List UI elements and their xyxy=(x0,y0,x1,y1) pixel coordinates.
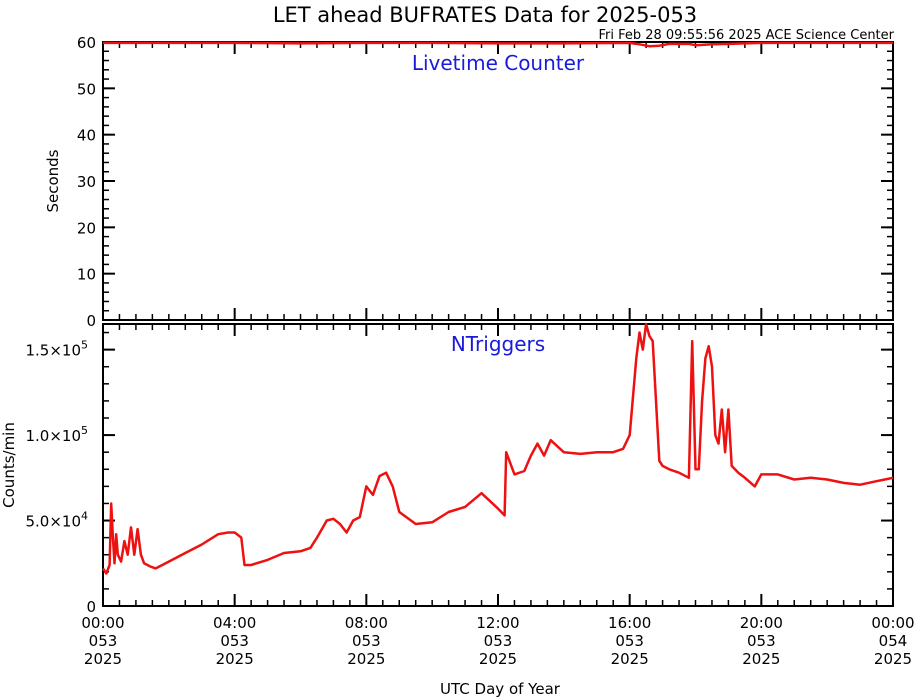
y-tick-label: 5.0×104 xyxy=(25,510,88,531)
ntriggers-series-line xyxy=(101,322,894,575)
livetime-panel: Seconds 0 10 20 30 40 50 60 Livetime Counter xyxy=(44,34,894,330)
x-tick-label-time: 08:00 xyxy=(345,614,388,632)
y-axis-label-counts: Counts/min xyxy=(0,422,18,508)
x-tick-label-doy: 053 xyxy=(220,632,249,650)
x-tick-label-doy: 053 xyxy=(747,632,776,650)
x-tick-label-time: 04:00 xyxy=(213,614,256,632)
x-tick-label-doy: 053 xyxy=(484,632,513,650)
x-tick-label-year: 2025 xyxy=(216,650,254,668)
y-tick-label: 1.5×105 xyxy=(25,339,88,360)
y-tick-label: 0 xyxy=(86,598,96,616)
plot-frame xyxy=(102,41,894,321)
y-tick-label: 50 xyxy=(77,80,96,98)
timestamp-label: Fri Feb 28 09:55:56 2025 ACE Science Cen… xyxy=(598,28,894,43)
y-tick-label: 1.0×105 xyxy=(25,424,88,445)
y-tick-label: 40 xyxy=(77,127,96,145)
y-axis-label-seconds: Seconds xyxy=(44,149,62,212)
plot-frame xyxy=(102,323,894,607)
y-tick-label: 10 xyxy=(77,266,96,284)
x-tick-label-time: 00:00 xyxy=(871,614,914,632)
x-tick-label-doy: 053 xyxy=(89,632,118,650)
livetime-counter-label: Livetime Counter xyxy=(412,51,585,75)
y-tick-label: 60 xyxy=(77,34,96,52)
ntriggers-label: NTriggers xyxy=(451,332,545,356)
chart-title: LET ahead BUFRATES Data for 2025-053 xyxy=(273,3,697,27)
x-tick-label-year: 2025 xyxy=(742,650,780,668)
x-tick-label-doy: 053 xyxy=(352,632,381,650)
x-tick-label-year: 2025 xyxy=(874,650,912,668)
x-tick-label-year: 2025 xyxy=(347,650,385,668)
x-tick-label-time: 20:00 xyxy=(740,614,783,632)
y-tick-label: 0 xyxy=(86,312,96,330)
y-tick-label: 20 xyxy=(77,219,96,237)
x-tick-label-doy: 053 xyxy=(615,632,644,650)
livetime-series-line xyxy=(103,41,893,48)
x-tick-label-year: 2025 xyxy=(611,650,649,668)
x-tick-label-year: 2025 xyxy=(84,650,122,668)
x-tick-label-year: 2025 xyxy=(479,650,517,668)
x-axis-label: UTC Day of Year xyxy=(440,680,561,698)
x-tick-label-time: 00:00 xyxy=(81,614,124,632)
ntriggers-panel: Counts/min 0 5.0×104 1.0×105 1.5×105 NTrigge… xyxy=(0,322,894,616)
x-tick-label-time: 12:00 xyxy=(476,614,519,632)
y-tick-label: 30 xyxy=(77,173,96,191)
x-tick-label-time: 16:00 xyxy=(608,614,651,632)
x-tick-label-doy: 054 xyxy=(879,632,908,650)
